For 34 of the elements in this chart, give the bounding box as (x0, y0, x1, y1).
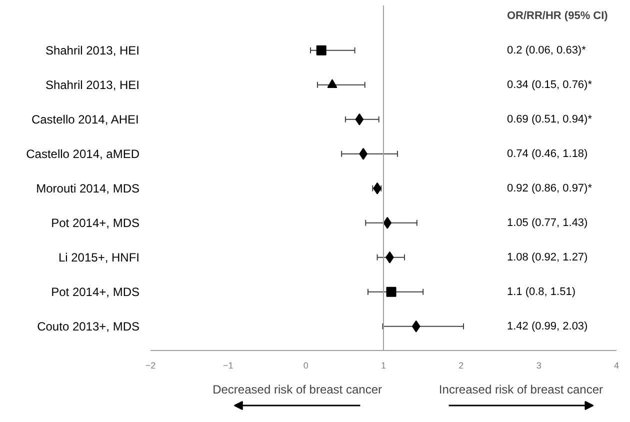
point (383, 216, 392, 229)
x-tick-label: −1 (223, 360, 234, 370)
y-tick-label: Pot 2014+, MDS (51, 216, 140, 230)
text: 1.1 (0.8, 1.51) (506, 286, 576, 298)
y-tick-label: Morouti 2014, MDS (36, 181, 140, 196)
text: 0.34 (0.15, 0.76)* (506, 78, 592, 91)
point (355, 113, 364, 126)
text: Decreased risk of breast cancer (212, 382, 382, 396)
text: 0.74 (0.46, 1.18) (506, 148, 588, 160)
x-tick-label: 1 (380, 360, 386, 370)
y-tick-label: Shahril 2013, HEI (45, 78, 140, 92)
y-tick-label: Couto 2013+, MDS (37, 319, 140, 334)
text: 0.2 (0.06, 0.63)* (506, 44, 586, 56)
text: 1.05 (0.77, 1.43) (506, 216, 588, 229)
point (316, 45, 326, 56)
x-tick-label: 2 (458, 360, 464, 370)
text: Increased risk of breast cancer (438, 382, 604, 396)
y-tick-label: Castello 2014, aMED (26, 146, 140, 161)
point (412, 320, 420, 332)
x-tick-label: 4 (614, 360, 620, 370)
text: 0.69 (0.51, 0.94)* (506, 113, 592, 126)
x-tick-label: −2 (145, 360, 156, 370)
x-tick-label: 0 (303, 360, 308, 370)
text: 1.42 (0.99, 2.03) (506, 320, 588, 332)
y-tick-label: Pot 2014+, MDS (51, 284, 140, 299)
y-tick-label: Li 2015+, HNFI (58, 250, 140, 264)
annotation: OR/RR/HR (95% CI) (506, 10, 608, 22)
y-tick-label: Shahril 2013, HEI (45, 43, 140, 58)
text: 0.92 (0.86, 0.97)* (506, 182, 592, 194)
point (327, 79, 338, 88)
y-tick-label: Castello 2014, AHEI (31, 112, 139, 126)
x-tick-label: 3 (536, 360, 542, 370)
point (386, 286, 396, 297)
text: 1.08 (0.92, 1.27) (506, 251, 588, 264)
